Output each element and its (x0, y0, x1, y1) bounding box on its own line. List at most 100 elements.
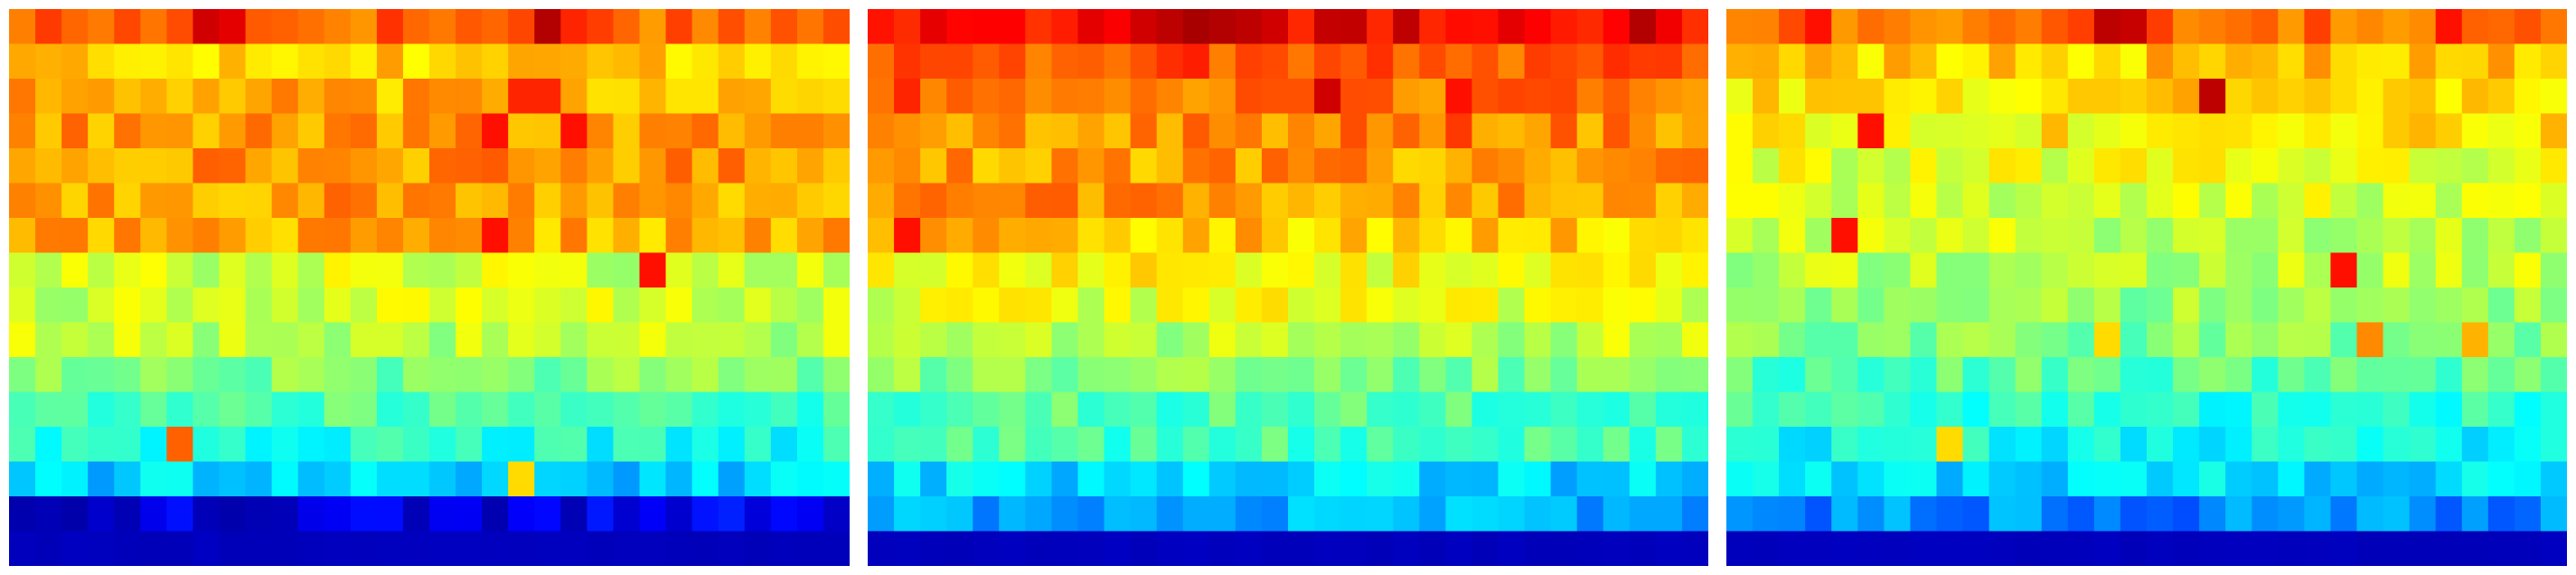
heatmap-cell (1962, 288, 1990, 323)
heatmap-cell (2461, 9, 2489, 44)
heatmap-cell (2147, 43, 2174, 80)
heatmap-cell (587, 357, 614, 392)
heatmap-cell (2199, 357, 2226, 392)
heatmap-cell (1367, 43, 1394, 80)
heatmap-cell (1576, 148, 1604, 184)
heatmap-cell (2461, 252, 2489, 288)
heatmap-cell (1655, 43, 1683, 80)
heatmap-cell (1681, 427, 1708, 462)
heatmap-cell (271, 9, 299, 44)
heatmap-cell (2093, 322, 2121, 358)
heatmap-cell (456, 252, 483, 288)
heatmap-cell (1629, 531, 1657, 566)
heatmap-cell (1550, 357, 1578, 392)
heatmap-cell (1805, 427, 1832, 462)
heatmap-cell (1445, 391, 1472, 428)
heatmap-cell (456, 9, 483, 44)
heatmap-cell (2356, 252, 2384, 288)
heatmap-cell (2225, 148, 2252, 184)
heatmap-cell (1471, 427, 1499, 462)
heatmap-cell (482, 218, 509, 253)
heatmap-cell (1235, 43, 1263, 80)
heatmap-cell (2356, 218, 2384, 253)
heatmap-cell (140, 218, 167, 253)
heatmap-cell (587, 252, 614, 288)
heatmap-cell (744, 322, 772, 358)
heatmap-cell (193, 218, 220, 253)
heatmap-cell (1753, 357, 1780, 392)
heatmap-cell (1936, 461, 1964, 497)
heatmap-cell (1445, 357, 1472, 392)
heatmap-cell (1288, 218, 1315, 253)
heatmap-cell (1419, 531, 1446, 566)
heatmap-cell (639, 113, 667, 149)
heatmap-cell (718, 218, 746, 253)
heatmap-cell (1629, 496, 1657, 532)
heatmap-cell (1962, 427, 1990, 462)
heatmap-cell (1753, 9, 1780, 44)
heatmap-cell (1936, 391, 1964, 428)
heatmap-cell (1471, 183, 1499, 219)
heatmap-cell (1288, 427, 1315, 462)
heatmap-cell (297, 148, 325, 184)
heatmap-cell (2120, 79, 2148, 114)
heatmap-cell (9, 391, 36, 428)
heatmap-cell (1077, 496, 1105, 532)
heatmap-cell (2252, 496, 2279, 532)
heatmap-cell (2225, 357, 2252, 392)
heatmap-cell (2330, 391, 2357, 428)
heatmap-cell (2514, 531, 2542, 566)
heatmap-cell (1831, 322, 1858, 358)
heatmap-cell (946, 357, 973, 392)
heatmap-cell (999, 113, 1026, 149)
heatmap-cell (718, 357, 746, 392)
heatmap-cell (429, 427, 456, 462)
heatmap-cell (973, 43, 1000, 80)
heatmap-cell (2067, 391, 2095, 428)
heatmap-cell (999, 531, 1026, 566)
heatmap-cell (1779, 218, 1806, 253)
heatmap-cell (1681, 531, 1708, 566)
heatmap-cell (534, 288, 561, 323)
heatmap-cell (1576, 252, 1604, 288)
heatmap-cell (2304, 357, 2331, 392)
heatmap-cell (868, 113, 895, 149)
heatmap-cell (2041, 288, 2069, 323)
heatmap-cell (973, 427, 1000, 462)
heatmap-cell (999, 148, 1026, 184)
heatmap-cell (920, 288, 947, 323)
heatmap-cell (61, 113, 89, 149)
heatmap-cell (770, 183, 798, 219)
heatmap-cell (770, 43, 798, 80)
heatmap-cell (2252, 288, 2279, 323)
heatmap-cell (1524, 252, 1552, 288)
heatmap-cell (1753, 113, 1780, 149)
heatmap-cell (999, 496, 1026, 532)
heatmap-cell (2409, 79, 2437, 114)
heatmap-cell (587, 43, 614, 80)
heatmap-cell (324, 357, 352, 392)
heatmap-cell (1025, 391, 1052, 428)
heatmap-cell (2540, 427, 2567, 462)
heatmap-cell (219, 427, 247, 462)
heatmap-cell (402, 79, 430, 114)
heatmap-cell (324, 148, 352, 184)
heatmap-cell (613, 531, 640, 566)
heatmap-cell (1393, 322, 1420, 358)
heatmap-cell (1629, 148, 1657, 184)
heatmap-cell (2540, 113, 2567, 149)
heatmap-cell (894, 218, 921, 253)
heatmap-cell (2041, 461, 2069, 497)
heatmap-cell (1550, 218, 1578, 253)
heatmap-cell (350, 218, 378, 253)
heatmap-cell (1445, 9, 1472, 44)
heatmap-cell (1235, 9, 1263, 44)
heatmap-cell (560, 9, 588, 44)
heatmap-cell (1498, 531, 1526, 566)
heatmap-cell (1419, 113, 1446, 149)
heatmap-cell (665, 427, 693, 462)
heatmap-cell (691, 288, 719, 323)
heatmap-cell (1550, 43, 1578, 80)
heatmap-cell (1419, 183, 1446, 219)
heatmap-cell (88, 391, 115, 428)
